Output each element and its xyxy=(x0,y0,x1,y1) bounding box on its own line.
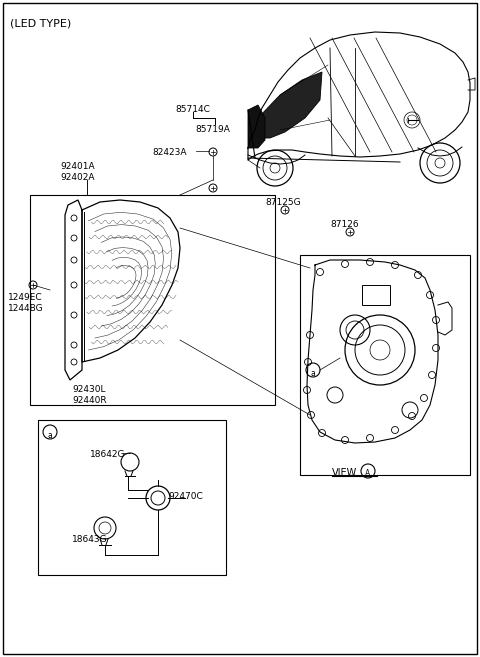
Text: 85719A: 85719A xyxy=(195,125,230,134)
Text: a: a xyxy=(311,369,315,378)
Text: 92401A: 92401A xyxy=(60,162,95,171)
Text: 82423A: 82423A xyxy=(152,148,187,157)
Text: 87126: 87126 xyxy=(330,220,359,229)
Bar xyxy=(38,420,226,575)
Text: 92430L: 92430L xyxy=(72,385,106,394)
Text: 92440R: 92440R xyxy=(72,396,107,405)
Text: 18643G: 18643G xyxy=(72,535,108,544)
Polygon shape xyxy=(258,72,322,138)
Text: 1249EC: 1249EC xyxy=(8,293,43,302)
Text: 87125G: 87125G xyxy=(265,198,300,207)
Text: A: A xyxy=(365,470,371,478)
Text: (LED TYPE): (LED TYPE) xyxy=(10,18,71,28)
Text: 18642G: 18642G xyxy=(90,450,125,459)
Bar xyxy=(30,195,275,405)
Bar xyxy=(362,285,390,305)
Text: a: a xyxy=(48,430,52,440)
Text: 92402A: 92402A xyxy=(60,173,95,182)
Polygon shape xyxy=(248,105,265,148)
Bar xyxy=(300,255,470,475)
Text: VIEW: VIEW xyxy=(332,468,357,478)
Text: 1244BG: 1244BG xyxy=(8,304,44,313)
Text: 85714C: 85714C xyxy=(175,105,210,114)
Text: 92470C: 92470C xyxy=(168,492,203,501)
